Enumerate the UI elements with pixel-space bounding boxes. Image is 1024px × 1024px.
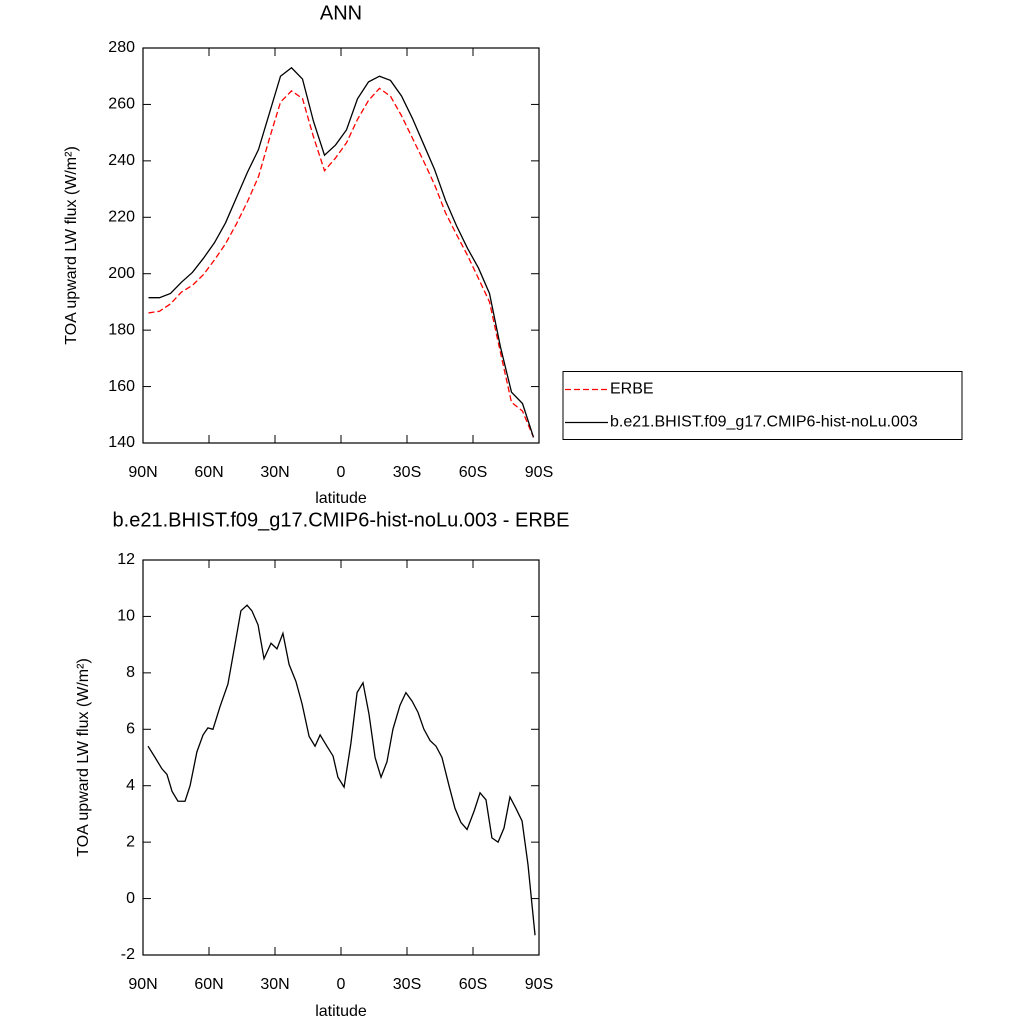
y-tick-label: 220	[108, 209, 135, 226]
x-tick-label: 30N	[260, 976, 289, 993]
x-tick-label: 0	[337, 976, 346, 993]
x-tick-label: 90N	[128, 976, 157, 993]
y-tick-label: 8	[126, 664, 135, 681]
x-tick-label: 0	[337, 464, 346, 481]
y-tick-label: 240	[108, 152, 135, 169]
plot-frame	[142, 559, 540, 956]
chart-title: b.e21.BHIST.f09_g17.CMIP6-hist-noLu.003 …	[113, 509, 570, 531]
y-tick-label: 6	[126, 721, 135, 738]
x-tick-label: 30N	[260, 464, 289, 481]
y-tick-label: 280	[108, 39, 135, 56]
y-tick-label: 200	[108, 265, 135, 282]
x-tick-label: 30S	[393, 976, 421, 993]
data-line	[147, 604, 536, 936]
legend-box	[562, 371, 963, 440]
y-tick-label: 10	[117, 608, 135, 625]
y-tick-label: 160	[108, 378, 135, 395]
plot-frame	[142, 47, 540, 444]
x-tick-label: 60N	[194, 976, 223, 993]
x-axis-label: latitude	[315, 1003, 367, 1020]
x-tick-label: 60S	[459, 976, 487, 993]
x-axis-label: latitude	[315, 490, 367, 507]
y-tick-label: 260	[108, 96, 135, 113]
x-tick-label: 60N	[194, 464, 223, 481]
chart-title: ANN	[320, 2, 362, 24]
y-tick-label: 0	[126, 890, 135, 907]
y-tick-label: 2	[126, 833, 135, 850]
x-tick-label: 90S	[525, 976, 553, 993]
x-tick-label: 60S	[459, 464, 487, 481]
data-line	[148, 87, 535, 438]
y-tick-label: 12	[117, 551, 135, 568]
legend-label: b.e21.BHIST.f09_g17.CMIP6-hist-noLu.003	[610, 414, 918, 431]
x-tick-label: 90N	[128, 464, 157, 481]
y-tick-label: 4	[126, 777, 135, 794]
y-tick-label: 180	[108, 321, 135, 338]
x-tick-label: 30S	[393, 464, 421, 481]
y-tick-label: -2	[121, 946, 135, 963]
y-axis-label: TOA upward LW flux (W/m²)	[63, 146, 80, 345]
y-tick-label: 140	[108, 434, 135, 451]
x-tick-label: 90S	[525, 464, 553, 481]
data-line	[148, 66, 535, 438]
y-axis-label: TOA upward LW flux (W/m²)	[75, 658, 92, 857]
legend-label: ERBE	[610, 381, 654, 398]
